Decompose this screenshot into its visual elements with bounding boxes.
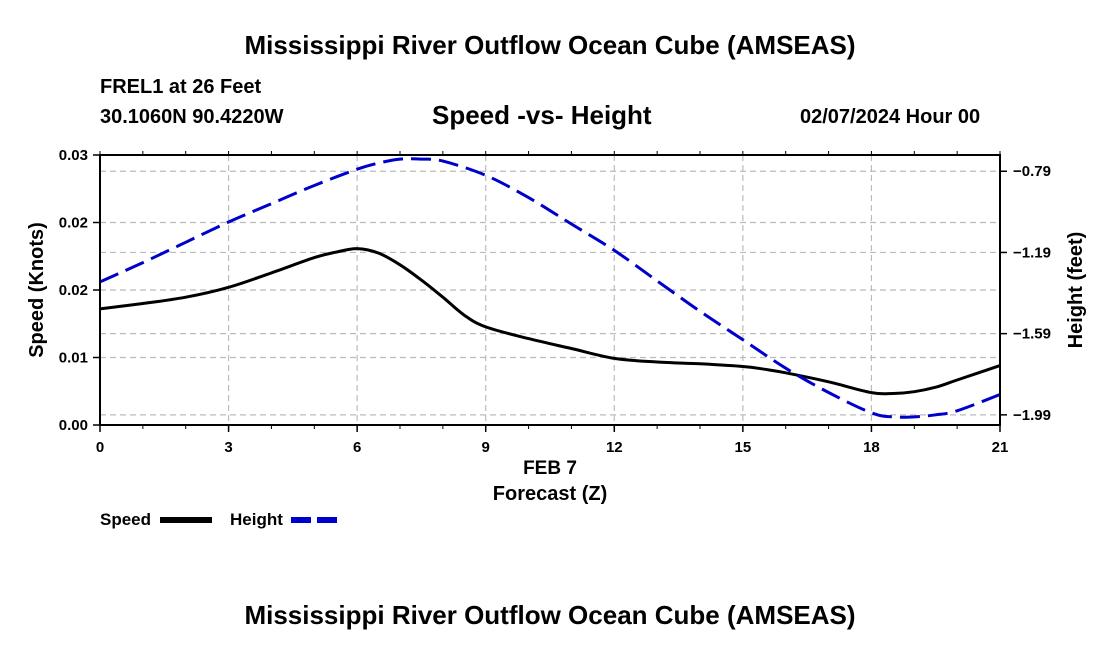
x-tick-label: 3 [224, 439, 232, 456]
chart-subtitle: Speed -vs- Height [432, 100, 652, 130]
x-tick-label: 18 [863, 439, 880, 456]
y-tick-label: 0.02 [59, 215, 88, 232]
y-tick-label: 0.02 [59, 282, 88, 299]
y2-tick-label: −1.99 [1013, 407, 1051, 424]
y-tick-label: 0.01 [59, 350, 88, 367]
y2-tick-label: −1.59 [1013, 326, 1051, 343]
y-tick-label: 0.00 [59, 417, 88, 434]
speed-height-chart: 0 3 6 9 12 15 18 21 0.00 0.01 0.02 0.02 0.03 −0.79 −1.… [26, 147, 1087, 505]
x-tick-label: 9 [482, 439, 490, 456]
x-tick-label: 0 [96, 439, 104, 456]
coordinates-label: 30.1060N 90.4220W [100, 106, 284, 128]
station-label: FREL1 at 26 Feet [100, 76, 262, 98]
y-axis-label: Speed (Knots) [26, 222, 48, 358]
series-layer [99, 157, 1001, 419]
y2-tick-label: −0.79 [1013, 163, 1051, 180]
x-tick-label: 12 [606, 439, 623, 456]
x-tick-label: 15 [735, 439, 752, 456]
y2-tick-label: −1.19 [1013, 244, 1051, 261]
grid-layer [100, 155, 1000, 425]
legend-speed-label: Speed [100, 510, 152, 529]
x-tick-label: 21 [992, 439, 1009, 456]
forecast-datetime: 02/07/2024 Hour 00 [800, 106, 981, 128]
height-series-line [99, 157, 1001, 419]
y2-axis-label: Height (feet) [1065, 232, 1087, 349]
y-tick-label: 0.03 [59, 147, 88, 164]
legend-height-swatch [291, 517, 343, 523]
footer-title: Mississippi River Outflow Ocean Cube (AM… [244, 600, 856, 630]
speed-series-line [99, 247, 1001, 396]
legend-height-label: Height [230, 510, 283, 529]
x-axis-label: Forecast (Z) [493, 483, 607, 505]
x-tick-label: 6 [353, 439, 361, 456]
x-axis-date-label: FEB 7 [523, 458, 577, 479]
axis-layer: 0 3 6 9 12 15 18 21 0.00 0.01 0.02 0.02 0.03 −0.79 −1.… [59, 147, 1051, 456]
legend-speed-swatch [160, 517, 212, 523]
chart-title: Mississippi River Outflow Ocean Cube (AM… [244, 30, 856, 60]
